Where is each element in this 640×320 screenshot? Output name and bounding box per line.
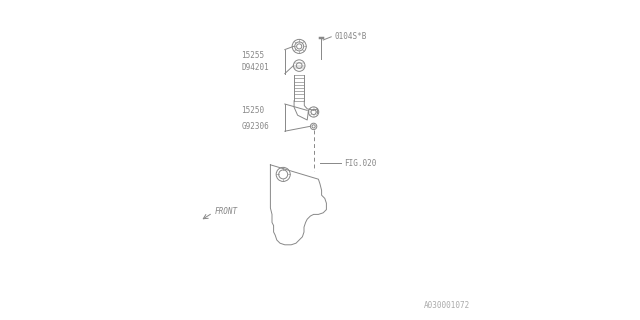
Text: 15250: 15250 [242, 106, 265, 115]
Text: G92306: G92306 [242, 122, 269, 131]
Text: FIG.020: FIG.020 [344, 159, 376, 168]
Text: D94201: D94201 [242, 63, 269, 72]
Text: FRONT: FRONT [214, 207, 237, 216]
Text: 0104S*B: 0104S*B [334, 32, 367, 41]
Text: A030001072: A030001072 [424, 301, 470, 310]
Text: 15255: 15255 [242, 52, 265, 60]
